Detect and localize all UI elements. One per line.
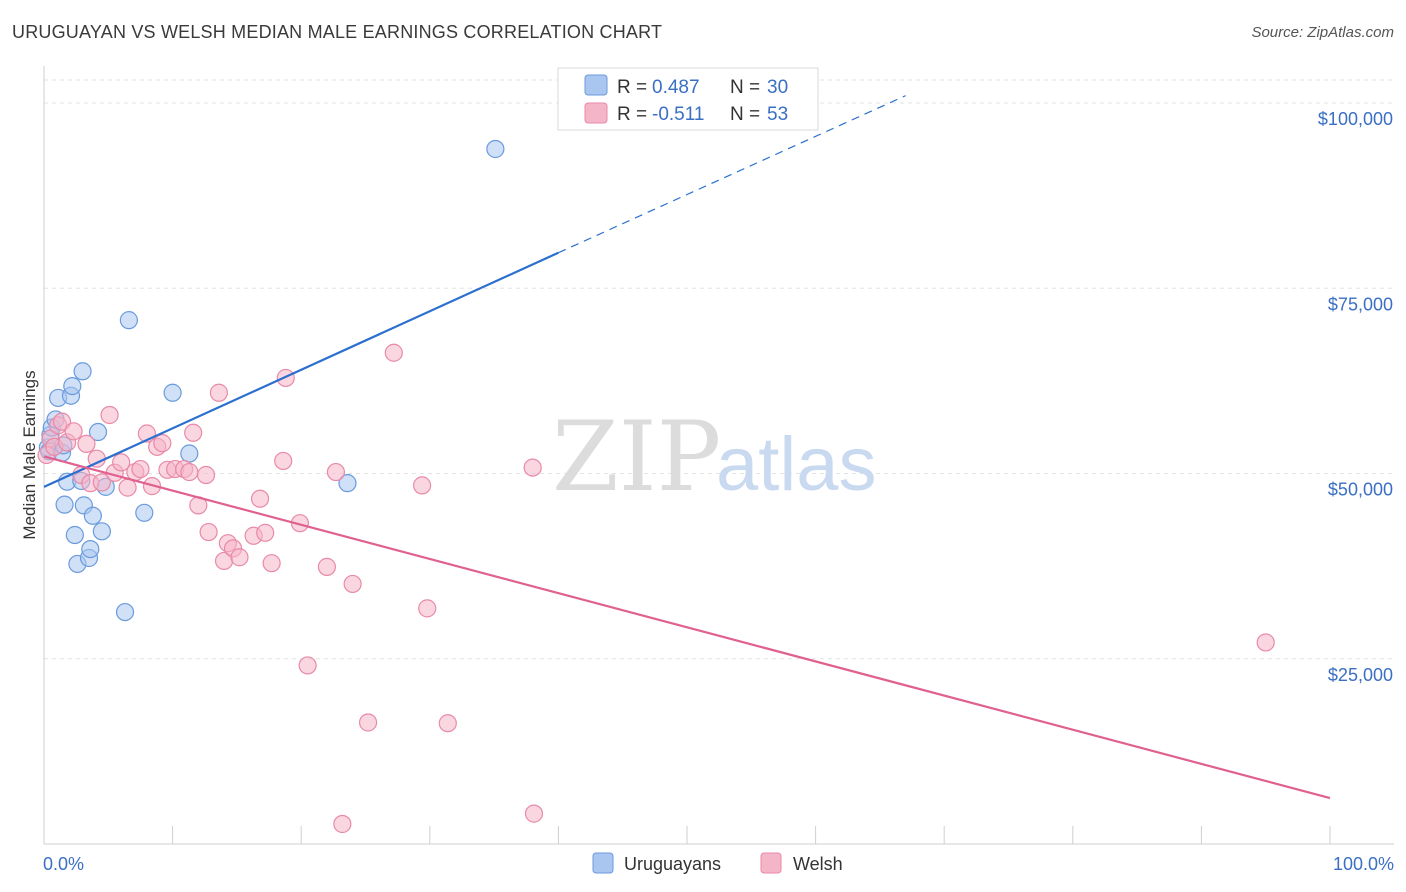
point-welsh-39 bbox=[274, 451, 293, 471]
legend-n-value-1: 30 bbox=[767, 77, 788, 98]
trend-line-uruguayans bbox=[43, 251, 559, 488]
point-uruguayans-12 bbox=[65, 525, 84, 545]
point-welsh-12 bbox=[100, 405, 119, 425]
point-welsh-17 bbox=[131, 459, 150, 479]
point-welsh-49 bbox=[418, 599, 437, 618]
watermark-zip: ZIP bbox=[552, 401, 721, 513]
point-uruguayans-24 bbox=[119, 311, 138, 330]
legend-n-label-1: N = bbox=[730, 77, 760, 98]
point-welsh-29 bbox=[199, 522, 218, 542]
point-uruguayans-28 bbox=[338, 474, 357, 493]
y-tick-label-3: $100,000 bbox=[1318, 109, 1393, 129]
point-uruguayans-19 bbox=[83, 506, 102, 525]
point-welsh-28 bbox=[196, 465, 216, 485]
point-welsh-42 bbox=[298, 656, 317, 675]
point-welsh-21 bbox=[153, 434, 172, 453]
legend-r-value-2: -0.511 bbox=[652, 104, 704, 125]
point-welsh-38 bbox=[262, 554, 281, 573]
point-welsh-43 bbox=[317, 557, 337, 576]
data-points bbox=[37, 139, 1275, 834]
point-uruguayans-23 bbox=[115, 602, 135, 622]
point-uruguayans-15 bbox=[73, 362, 92, 381]
point-welsh-25 bbox=[180, 462, 199, 482]
point-welsh-48 bbox=[412, 476, 432, 495]
point-welsh-26 bbox=[184, 423, 203, 442]
series-legend-label-welsh: Welsh bbox=[793, 854, 843, 874]
point-welsh-45 bbox=[343, 574, 362, 594]
point-welsh-37 bbox=[256, 523, 275, 542]
point-welsh-extra-0 bbox=[333, 814, 352, 834]
point-welsh-30 bbox=[209, 383, 228, 402]
point-uruguayans-26 bbox=[163, 383, 182, 402]
trend-line-welsh bbox=[43, 455, 1331, 800]
point-welsh-6 bbox=[64, 422, 83, 441]
point-uruguayans-8 bbox=[55, 495, 74, 514]
y-tick-label-0: $25,000 bbox=[1328, 665, 1393, 685]
point-welsh-46 bbox=[358, 713, 378, 732]
y-tick-labels: $25,000 $50,000 $75,000 $100,000 bbox=[1318, 109, 1393, 685]
series-legend-swatch-welsh bbox=[760, 852, 782, 874]
watermark-atlas: atlas bbox=[716, 422, 877, 507]
watermark: ZIP atlas bbox=[552, 401, 877, 513]
trend-line-uruguayans-extension bbox=[558, 95, 906, 254]
series-legend-swatch-uruguayans bbox=[592, 852, 614, 874]
correlation-legend: R = 0.487 N = 30 R = -0.511 N = 53 bbox=[557, 67, 819, 131]
y-tick-label-2: $75,000 bbox=[1328, 294, 1393, 314]
point-uruguayans-21 bbox=[92, 522, 111, 541]
point-welsh-15 bbox=[118, 478, 137, 497]
legend-swatch-welsh bbox=[584, 102, 608, 124]
point-welsh-8 bbox=[77, 434, 96, 453]
point-uruguayans-20 bbox=[88, 422, 108, 442]
point-uruguayans-18 bbox=[81, 540, 100, 559]
x-tick-label-min: 0.0% bbox=[43, 854, 84, 874]
point-welsh-36 bbox=[250, 489, 270, 508]
x-tick-label-max: 100.0% bbox=[1333, 854, 1394, 874]
point-uruguayans-27 bbox=[180, 444, 199, 463]
legend-r-value-1: 0.487 bbox=[652, 77, 700, 98]
point-welsh-50 bbox=[438, 714, 457, 733]
trend-lines bbox=[43, 95, 1331, 800]
point-uruguayans-25 bbox=[135, 503, 154, 522]
series-legend: Uruguayans Welsh bbox=[592, 852, 843, 874]
legend-r-label-2: R = bbox=[617, 104, 647, 125]
point-uruguayans-29 bbox=[486, 139, 505, 159]
point-welsh-52 bbox=[1256, 633, 1275, 652]
point-uruguayans-11 bbox=[63, 376, 82, 396]
point-welsh-51 bbox=[523, 458, 542, 477]
y-tick-label-1: $50,000 bbox=[1328, 480, 1393, 500]
legend-r-label-1: R = bbox=[617, 77, 647, 98]
legend-n-label-2: N = bbox=[730, 104, 760, 125]
point-welsh-47 bbox=[384, 343, 403, 362]
point-welsh-14 bbox=[112, 453, 131, 472]
point-welsh-extra-1 bbox=[524, 804, 544, 823]
legend-swatch-uruguayans bbox=[584, 74, 608, 96]
legend-n-value-2: 53 bbox=[767, 104, 788, 125]
y-axis-label: Median Male Earnings bbox=[20, 370, 39, 539]
axes bbox=[43, 66, 1394, 845]
chart-title: URUGUAYAN VS WELSH MEDIAN MALE EARNINGS … bbox=[12, 22, 663, 42]
point-welsh-11 bbox=[92, 473, 111, 492]
grid-lines bbox=[44, 79, 1394, 660]
point-welsh-34 bbox=[230, 548, 249, 567]
x-tick-labels: 0.0% 100.0% bbox=[43, 854, 1394, 874]
chart-source: Source: ZipAtlas.com bbox=[1251, 24, 1394, 41]
series-legend-label-uruguayans: Uruguayans bbox=[624, 854, 721, 874]
point-welsh-44 bbox=[326, 462, 346, 482]
